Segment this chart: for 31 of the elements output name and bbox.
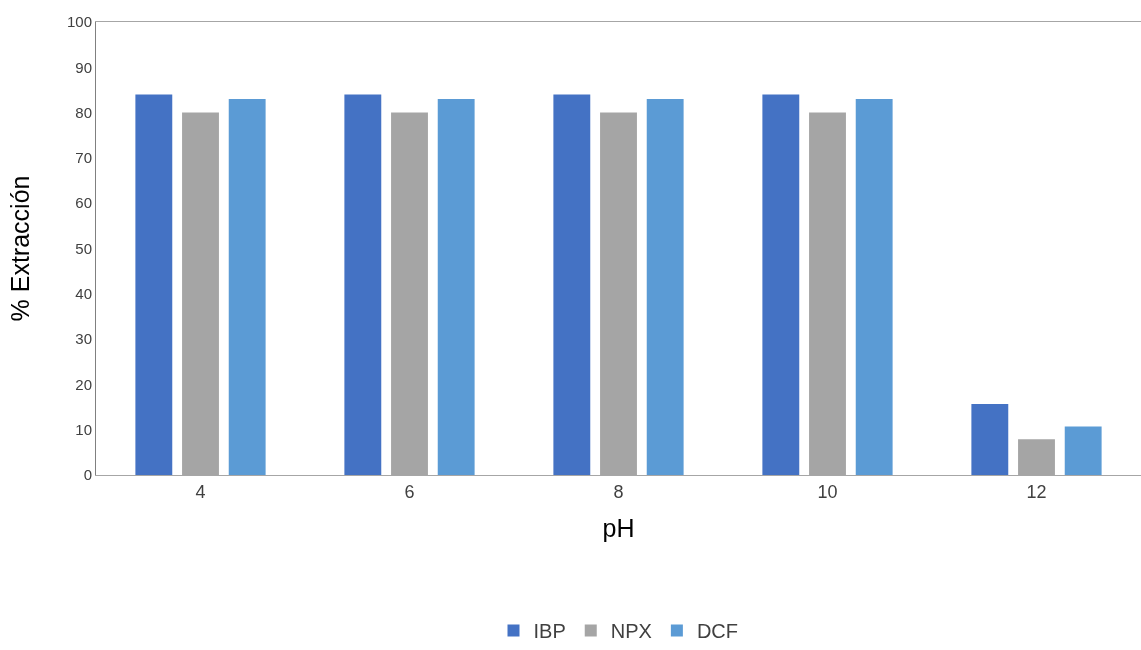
x-tick-label: 4 bbox=[195, 481, 206, 502]
y-tick-label: 0 bbox=[83, 466, 92, 484]
bar bbox=[971, 403, 1009, 475]
y-tick-label: 70 bbox=[75, 149, 92, 167]
legend-label: IBP bbox=[533, 620, 566, 643]
y-tick-label: 30 bbox=[75, 330, 92, 348]
x-tick-label: 12 bbox=[1026, 481, 1047, 502]
y-axis-title: % Extracción bbox=[5, 175, 34, 322]
x-axis-title: pH bbox=[602, 513, 635, 542]
y-tick-label: 50 bbox=[75, 239, 92, 257]
bar bbox=[135, 94, 173, 475]
legend-label: DCF bbox=[696, 620, 738, 643]
bar bbox=[855, 99, 893, 475]
x-tick-label: 10 bbox=[817, 481, 838, 502]
bar bbox=[344, 94, 382, 475]
bar bbox=[437, 99, 475, 475]
bar bbox=[1064, 426, 1102, 475]
y-tick-label: 60 bbox=[75, 194, 92, 212]
x-tick-label: 8 bbox=[613, 481, 624, 502]
y-tick-label: 100 bbox=[66, 13, 92, 31]
bar bbox=[553, 94, 591, 475]
x-tick-label: 6 bbox=[404, 481, 415, 502]
y-tick-label: 10 bbox=[75, 420, 92, 438]
y-tick-label: 90 bbox=[75, 58, 92, 76]
y-tick-label: 40 bbox=[75, 285, 92, 303]
legend-label: NPX bbox=[610, 620, 652, 643]
y-tick-label: 80 bbox=[75, 103, 92, 121]
bar bbox=[646, 99, 684, 475]
bar bbox=[228, 99, 266, 475]
bar bbox=[762, 94, 800, 475]
y-tick-label: 20 bbox=[75, 375, 92, 393]
